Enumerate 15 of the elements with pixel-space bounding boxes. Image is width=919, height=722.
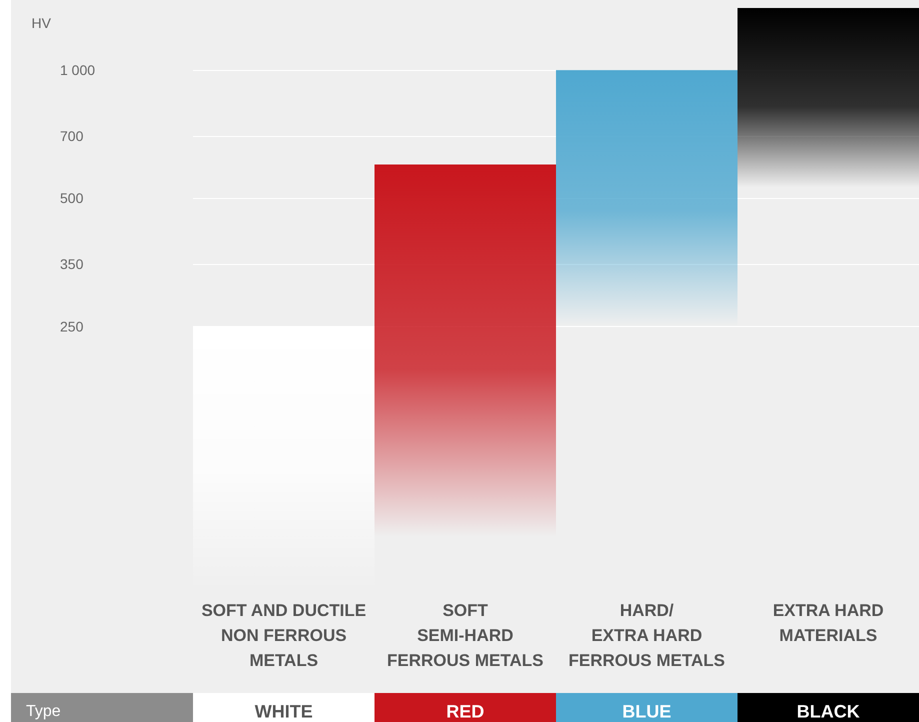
x-tick-label: SOFT AND DUCTILE NON FERROUS METALS (201, 601, 366, 670)
y-tick-label: 1 000 (60, 62, 96, 78)
text: BLUE (622, 702, 672, 722)
x-tick-label: SOFT SEMI-HARD FERROUS METALS (387, 601, 544, 670)
y-tick-label: 250 (60, 318, 84, 334)
x-tick-label: EXTRA HARD MATERIALS (772, 601, 884, 645)
y-tick-label: 700 (60, 128, 84, 144)
y-axis-title: HV (32, 15, 52, 31)
y-tick-label: 350 (60, 256, 84, 272)
text: WHITE (254, 702, 313, 722)
text: RED (446, 702, 484, 722)
text: Type (26, 703, 61, 720)
text: BLACK (796, 702, 860, 722)
x-tick-label: HARD/ EXTRA HARD FERROUS METALS (568, 601, 725, 670)
y-tick-label: 500 (60, 190, 84, 206)
